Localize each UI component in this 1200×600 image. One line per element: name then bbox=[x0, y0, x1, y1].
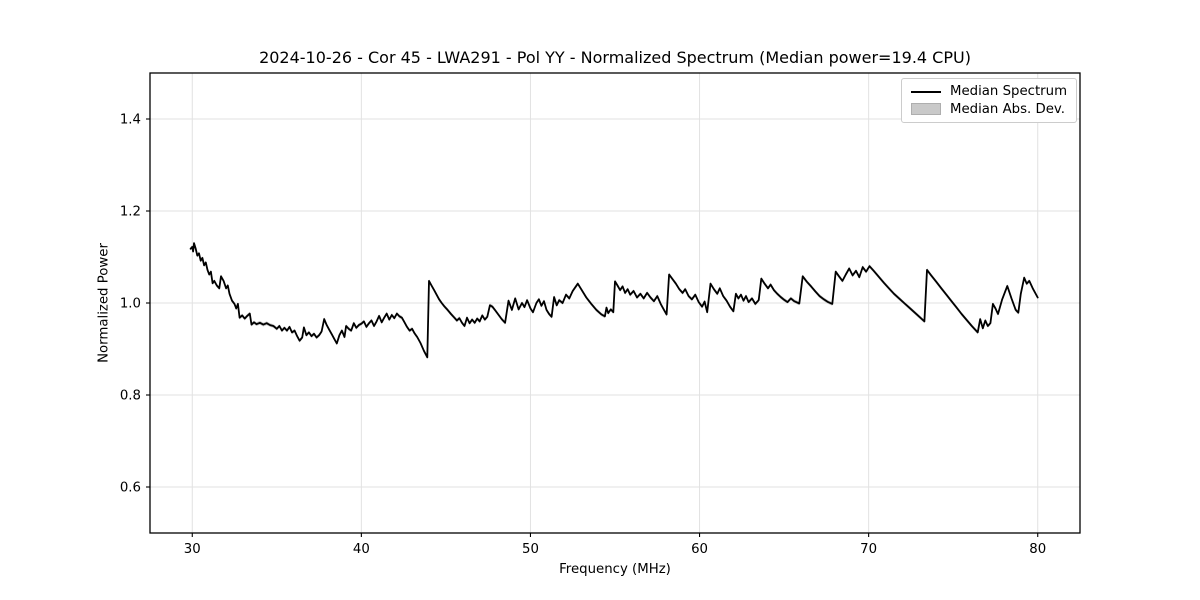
plot-frame bbox=[149, 72, 1081, 534]
legend-label-median-abs-dev: Median Abs. Dev. bbox=[950, 101, 1065, 117]
axis-tick-labels: 30 40 50 60 70 80 0.6 0.8 1.0 1.2 1.4 bbox=[120, 113, 1046, 558]
x-tick-label: 80 bbox=[1029, 542, 1046, 557]
y-tick-label: 0.8 bbox=[120, 389, 141, 404]
x-tick-label: 40 bbox=[353, 542, 370, 557]
patch-swatch-icon bbox=[911, 103, 941, 116]
gridlines bbox=[150, 73, 1080, 533]
legend-patch-swatch bbox=[911, 103, 941, 116]
x-axis-label: Frequency (MHz) bbox=[559, 562, 671, 577]
x-tick-label: 50 bbox=[522, 542, 539, 557]
y-axis-label: Normalized Power bbox=[96, 243, 112, 363]
y-tick-label: 0.6 bbox=[120, 481, 141, 496]
line-swatch-icon bbox=[911, 90, 941, 93]
legend-line-swatch bbox=[911, 90, 941, 93]
legend-item-median-spectrum: Median Spectrum bbox=[911, 83, 1070, 101]
y-tick-label: 1.2 bbox=[120, 205, 141, 220]
axis-ticks bbox=[146, 118, 1039, 537]
spectrum-line bbox=[189, 242, 1039, 359]
x-tick-label: 70 bbox=[860, 542, 877, 557]
chart-title: 2024-10-26 - Cor 45 - LWA291 - Pol YY - … bbox=[259, 48, 971, 67]
legend-label-median-spectrum: Median Spectrum bbox=[950, 84, 1068, 100]
x-tick-label: 60 bbox=[691, 542, 708, 557]
median-spectrum-path bbox=[189, 242, 1039, 359]
legend: Median Spectrum Median Abs. Dev. bbox=[901, 78, 1077, 123]
legend-item-median-abs-dev: Median Abs. Dev. bbox=[911, 101, 1070, 119]
y-tick-label: 1.4 bbox=[120, 113, 141, 128]
x-tick-label: 30 bbox=[184, 542, 201, 557]
y-tick-label: 1.0 bbox=[120, 297, 141, 312]
